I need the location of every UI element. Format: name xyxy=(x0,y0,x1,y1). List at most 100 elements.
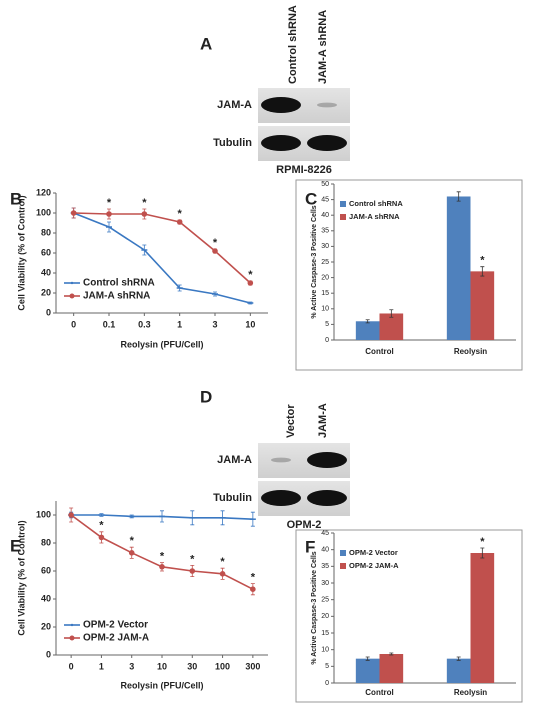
bar xyxy=(355,321,380,340)
error-bar xyxy=(480,547,485,559)
x-tick-label: Reolysin xyxy=(454,347,487,356)
blot-row-label: JAM-A xyxy=(217,454,252,466)
cell-line: OPM-2 xyxy=(287,519,322,531)
x-tick-label: Reolysin xyxy=(454,688,487,697)
blot-band xyxy=(317,102,337,108)
y-axis-label: % Active Caspase-3 Positive Cells xyxy=(311,205,318,318)
legend-swatch xyxy=(340,201,346,207)
point xyxy=(141,211,148,217)
blot-row-label: Tubulin xyxy=(213,492,252,504)
point xyxy=(70,210,77,216)
y-tick-label: 25 xyxy=(321,259,329,266)
legend-marker xyxy=(69,293,75,299)
error-bar xyxy=(389,309,394,318)
point xyxy=(128,550,135,556)
significance-marker: * xyxy=(213,237,218,249)
legend-label: OPM-2 Vector xyxy=(349,548,398,557)
panel-label: E xyxy=(10,536,21,555)
significance-marker: * xyxy=(99,520,104,532)
y-tick-label: 120 xyxy=(36,187,51,197)
blot-row-label: Tubulin xyxy=(213,137,252,149)
significance-marker: * xyxy=(220,556,225,568)
significance-marker: * xyxy=(107,197,112,209)
panel-label: B xyxy=(10,189,22,208)
significance-marker: * xyxy=(480,255,485,267)
significance-marker: * xyxy=(480,536,485,548)
panel-label: F xyxy=(305,537,315,556)
error-bar xyxy=(365,319,370,324)
y-tick-label: 30 xyxy=(321,243,329,250)
panel-frame xyxy=(295,179,523,371)
point xyxy=(68,512,74,518)
point xyxy=(176,219,183,225)
lane-label: JAM-A xyxy=(317,403,329,438)
blot-band xyxy=(261,135,301,151)
x-tick-label: 100 xyxy=(215,661,230,671)
significance-marker: * xyxy=(190,553,195,565)
x-tick-label: Control xyxy=(365,688,393,697)
lane-label: JAM-A shRNA xyxy=(317,10,329,84)
legend-marker xyxy=(70,623,74,627)
bar xyxy=(446,658,471,683)
y-tick-label: 80 xyxy=(41,537,51,547)
y-tick-label: 60 xyxy=(41,247,51,257)
blot-band xyxy=(307,452,347,468)
blot-row-label: JAM-A xyxy=(217,99,252,111)
y-tick-label: 25 xyxy=(321,597,329,604)
x-tick-label: 3 xyxy=(129,661,134,671)
lane-label: Vector xyxy=(285,404,297,438)
blot-band xyxy=(261,490,301,506)
y-tick-label: 100 xyxy=(36,509,51,519)
y-tick-label: 15 xyxy=(321,630,329,637)
point xyxy=(219,571,226,577)
y-axis-label: % Active Caspase-3 Positive Cells xyxy=(311,551,318,664)
point xyxy=(98,534,105,541)
y-tick-label: 40 xyxy=(41,593,51,603)
y-tick-label: 20 xyxy=(41,621,51,631)
y-tick-label: 0 xyxy=(325,680,329,687)
y-tick-label: 5 xyxy=(325,321,329,328)
y-tick-label: 60 xyxy=(41,565,51,575)
point xyxy=(212,248,218,254)
y-tick-label: 45 xyxy=(321,196,329,203)
blot-band xyxy=(307,490,347,506)
y-tick-label: 10 xyxy=(321,647,329,654)
legend-swatch xyxy=(340,214,346,220)
point xyxy=(250,586,256,592)
blot-band xyxy=(271,457,291,463)
bar xyxy=(379,654,404,683)
x-axis-label: Reolysin (PFU/Cell) xyxy=(120,339,203,349)
bar xyxy=(470,553,495,683)
legend-label: OPM-2 Vector xyxy=(83,620,148,631)
x-tick-label: 0 xyxy=(69,661,74,671)
y-tick-label: 20 xyxy=(321,274,329,281)
significance-marker: * xyxy=(160,551,165,563)
x-tick-label: 30 xyxy=(187,661,197,671)
y-tick-label: 0 xyxy=(325,337,329,344)
x-tick-label: 10 xyxy=(157,661,167,671)
point xyxy=(106,211,112,217)
bar xyxy=(379,313,404,340)
significance-marker: * xyxy=(248,269,253,281)
significance-marker: * xyxy=(251,572,256,584)
x-tick-label: Control xyxy=(365,347,393,356)
error-bar xyxy=(365,656,370,661)
y-tick-label: 45 xyxy=(321,530,329,537)
y-tick-label: 5 xyxy=(325,663,329,670)
significance-marker: * xyxy=(142,197,147,209)
error-bar xyxy=(389,652,394,656)
x-tick-label: 0.1 xyxy=(103,319,116,329)
y-tick-label: 10 xyxy=(321,306,329,313)
lane-label: Control shRNA xyxy=(287,5,299,84)
x-tick-label: 1 xyxy=(99,661,104,671)
cell-line: RPMI-8226 xyxy=(276,164,332,176)
x-tick-label: 300 xyxy=(245,661,260,671)
y-tick-label: 100 xyxy=(36,207,51,217)
error-bar xyxy=(480,266,485,277)
significance-marker: * xyxy=(130,535,135,547)
blot-band xyxy=(261,97,301,113)
x-tick-label: 0.3 xyxy=(138,319,151,329)
error-bar xyxy=(456,191,461,202)
legend-swatch xyxy=(340,563,346,569)
y-axis-label: Cell Viability (% of Control) xyxy=(16,195,26,310)
